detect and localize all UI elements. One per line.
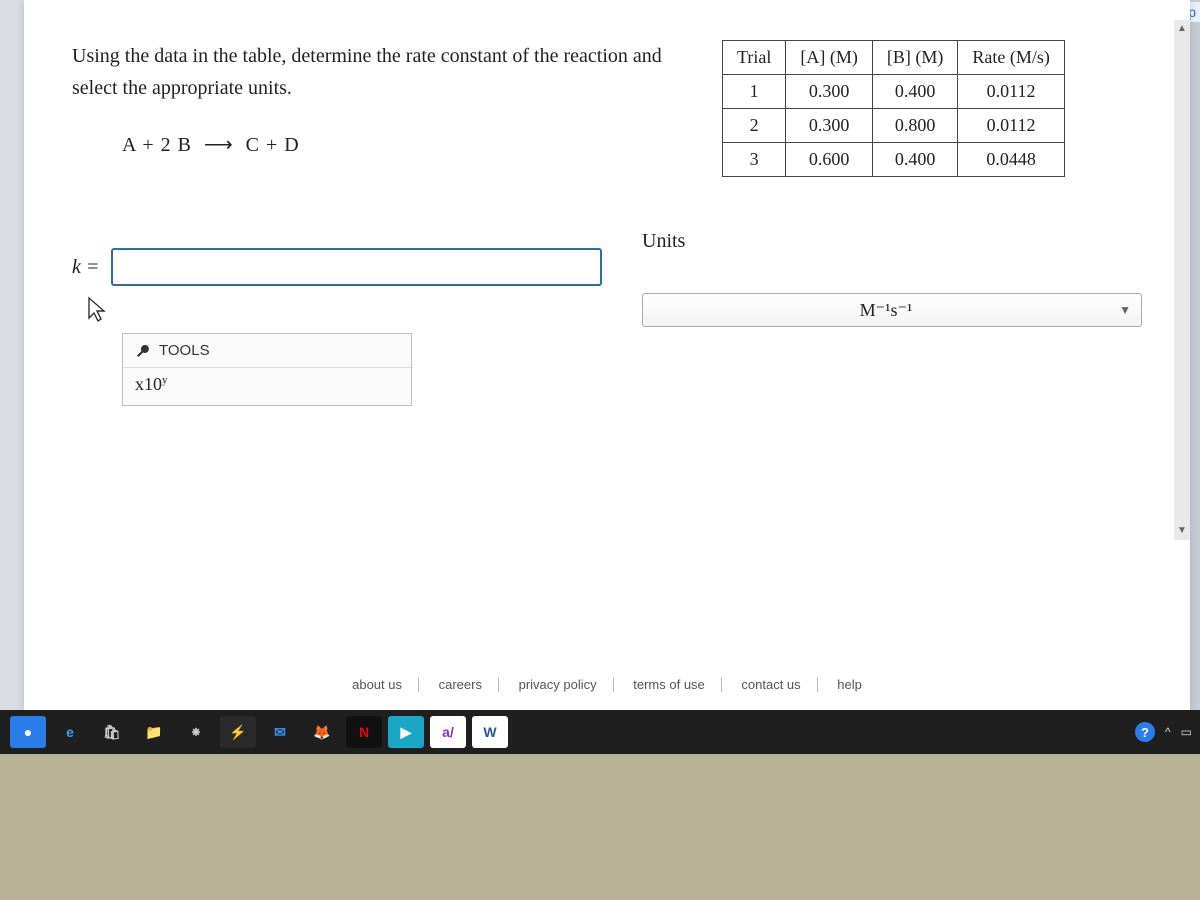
footer-link-contact[interactable]: contact us — [725, 677, 817, 692]
sci-notation-button[interactable]: x10y — [123, 368, 411, 405]
windows-taskbar: ●e🛍📁⁕⚡✉🦊N▶a/W ? ^ ▭ — [0, 710, 1200, 754]
question-prompt: Using the data in the table, determine t… — [72, 40, 682, 104]
units-selected-value: M⁻¹s⁻¹ — [653, 300, 1119, 321]
taskbar-app-camera[interactable]: ● — [10, 716, 46, 748]
cell: 0.0112 — [958, 109, 1064, 143]
taskbar-app-mail[interactable]: ✉ — [262, 716, 298, 748]
cell: 0.800 — [872, 109, 958, 143]
table-row: 2 0.300 0.800 0.0112 — [723, 109, 1065, 143]
col-b: [B] (M) — [872, 41, 958, 75]
sci-exp: y — [162, 374, 168, 386]
k-input[interactable] — [111, 248, 602, 286]
tools-header[interactable]: TOOLS — [123, 334, 411, 368]
arrow-icon: ⟶ — [204, 132, 234, 157]
footer-link-help[interactable]: help — [821, 677, 878, 692]
answer-area: k = TOOLS x10y Units M⁻¹s — [72, 230, 1142, 406]
desk-surface — [0, 754, 1200, 900]
footer-link-careers[interactable]: careers — [423, 677, 499, 692]
table-row: 1 0.300 0.400 0.0112 — [723, 75, 1065, 109]
cell: 0.300 — [786, 75, 872, 109]
scrollbar-track[interactable]: ▲ ▼ — [1174, 20, 1190, 540]
equation-right: C + D — [246, 134, 300, 156]
data-table: Trial [A] (M) [B] (M) Rate (M/s) 1 0.300… — [722, 40, 1065, 177]
taskbar-app-slack[interactable]: ⁕ — [178, 716, 214, 748]
scroll-down-icon[interactable]: ▼ — [1174, 522, 1190, 540]
units-select[interactable]: M⁻¹s⁻¹ ▼ — [642, 293, 1142, 327]
cell: 3 — [723, 143, 786, 177]
cell: 1 — [723, 75, 786, 109]
tray-more-icon[interactable]: ▭ — [1181, 725, 1192, 739]
col-a: [A] (M) — [786, 41, 872, 75]
cell: 0.400 — [872, 75, 958, 109]
cell: 0.600 — [786, 143, 872, 177]
footer-link-about[interactable]: about us — [336, 677, 419, 692]
taskbar-app-prime[interactable]: ▶ — [388, 716, 424, 748]
cell: 0.0448 — [958, 143, 1064, 177]
help-badge-icon[interactable]: ? — [1135, 722, 1155, 742]
cursor-pointer-icon — [86, 296, 108, 324]
k-label: k = — [72, 256, 99, 279]
left-margin-strip — [0, 0, 24, 730]
col-rate: Rate (M/s) — [958, 41, 1064, 75]
system-tray: ? ^ ▭ — [1135, 722, 1192, 742]
question-column: Using the data in the table, determine t… — [72, 40, 682, 177]
tools-panel: TOOLS x10y — [122, 333, 412, 406]
cell: 0.400 — [872, 143, 958, 177]
tools-icon — [135, 343, 151, 359]
taskbar-app-word[interactable]: W — [472, 716, 508, 748]
sci-base: x10 — [135, 374, 162, 394]
footer-links: about us careers privacy policy terms of… — [24, 677, 1190, 692]
taskbar-app-edge[interactable]: e — [52, 716, 88, 748]
taskbar-app-firefox[interactable]: 🦊 — [304, 716, 340, 748]
scroll-up-icon[interactable]: ▲ — [1174, 20, 1190, 38]
cell: 0.300 — [786, 109, 872, 143]
table-column: Trial [A] (M) [B] (M) Rate (M/s) 1 0.300… — [722, 40, 1142, 177]
col-trial: Trial — [723, 41, 786, 75]
taskbar-app-store[interactable]: 🛍 — [94, 716, 130, 748]
cell: 2 — [723, 109, 786, 143]
tray-chevron-icon[interactable]: ^ — [1165, 725, 1171, 739]
chevron-down-icon: ▼ — [1119, 303, 1131, 318]
footer-link-terms[interactable]: terms of use — [617, 677, 722, 692]
taskbar-app-files[interactable]: 📁 — [136, 716, 172, 748]
taskbar-app-avid[interactable]: a/ — [430, 716, 466, 748]
taskbar-app-bolt[interactable]: ⚡ — [220, 716, 256, 748]
tools-label: TOOLS — [159, 342, 210, 359]
table-header-row: Trial [A] (M) [B] (M) Rate (M/s) — [723, 41, 1065, 75]
taskbar-app-netflix[interactable]: N — [346, 716, 382, 748]
question-card: ▲ ▼ Using the data in the table, determi… — [24, 0, 1190, 710]
reaction-equation: A + 2 B ⟶ C + D — [122, 132, 682, 157]
equation-left: A + 2 B — [122, 134, 192, 156]
answer-right: Units M⁻¹s⁻¹ ▼ — [642, 230, 1142, 406]
cell: 0.0112 — [958, 75, 1064, 109]
units-label: Units — [642, 230, 1142, 253]
table-row: 3 0.600 0.400 0.0448 — [723, 143, 1065, 177]
k-input-row: k = — [72, 248, 602, 286]
footer-link-privacy[interactable]: privacy policy — [503, 677, 614, 692]
answer-left: k = TOOLS x10y — [72, 230, 602, 406]
content-row: Using the data in the table, determine t… — [24, 0, 1190, 217]
